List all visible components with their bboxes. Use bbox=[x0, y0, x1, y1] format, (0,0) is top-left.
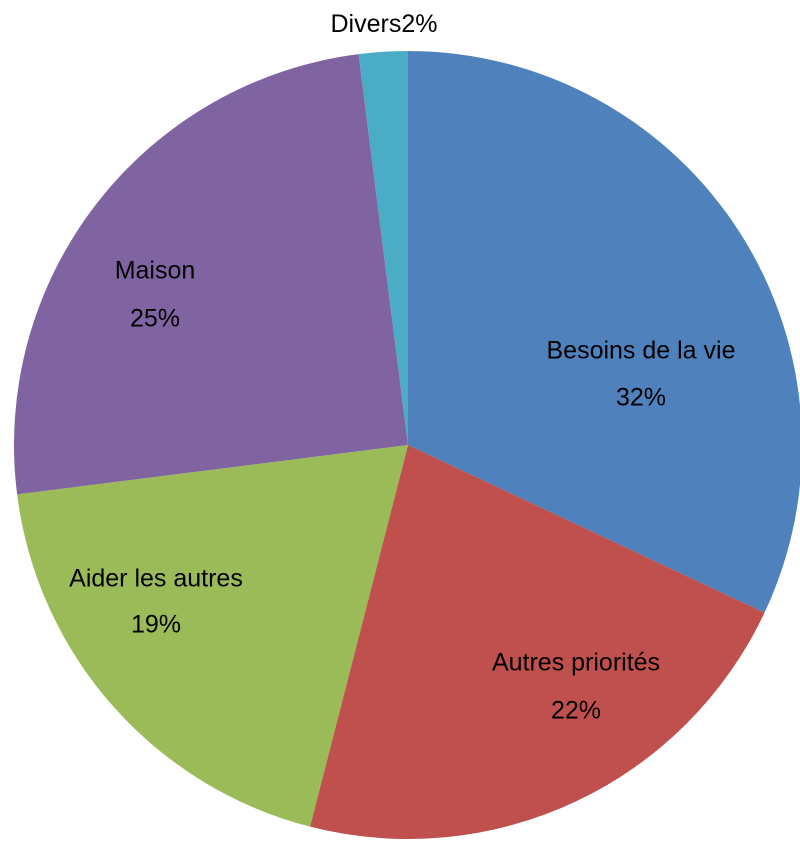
category-label: Maison bbox=[115, 257, 196, 285]
pie-slice bbox=[17, 445, 408, 827]
pie-slice bbox=[310, 445, 765, 839]
value-label: 2% bbox=[401, 10, 437, 38]
category-label: Divers bbox=[331, 10, 402, 38]
category-label: Aider les autres bbox=[69, 565, 243, 593]
value-label: 22% bbox=[551, 697, 601, 725]
pie-slice bbox=[14, 54, 409, 495]
value-label: 19% bbox=[131, 611, 181, 639]
slice-label: Divers2% bbox=[331, 10, 438, 38]
category-label: Besoins de la vie bbox=[546, 337, 735, 365]
pie-slice bbox=[408, 51, 800, 613]
value-label: 32% bbox=[616, 384, 666, 412]
category-label: Autres priorités bbox=[492, 649, 660, 677]
value-label: 25% bbox=[130, 305, 180, 333]
pie-slice bbox=[358, 51, 408, 445]
